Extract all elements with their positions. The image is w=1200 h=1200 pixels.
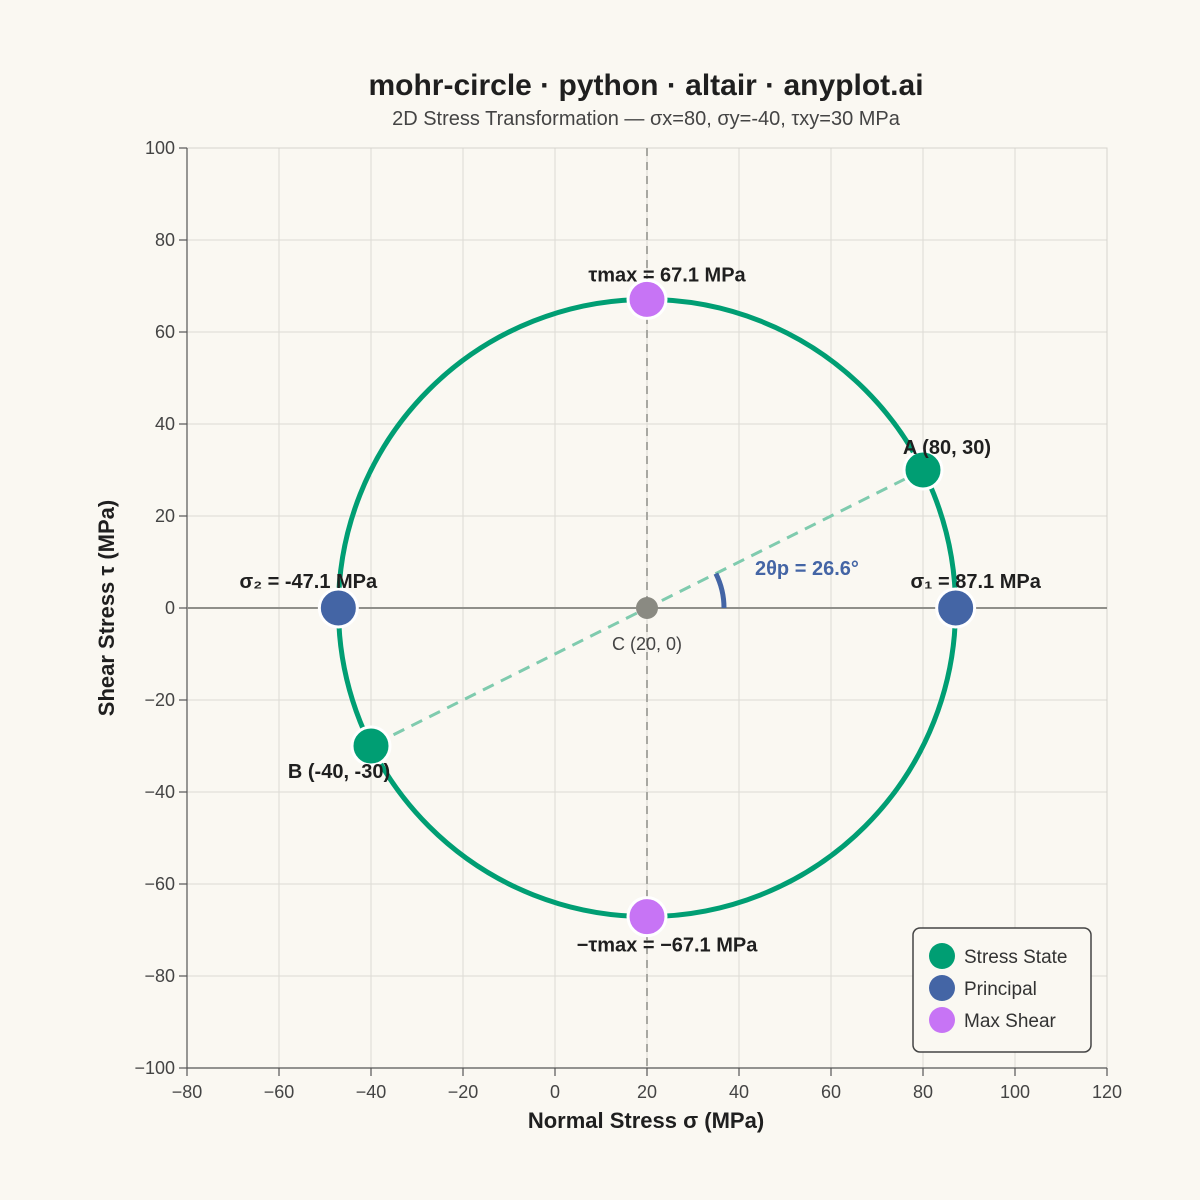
point-B [350, 725, 392, 767]
legend-label: Principal [964, 979, 1037, 1000]
x-tick-label: −20 [448, 1082, 479, 1102]
point-label-sigma2: σ₂ = -47.1 MPa [240, 571, 379, 593]
point-A [902, 449, 944, 491]
y-tick-label: 60 [155, 322, 175, 342]
x-tick-label: −60 [264, 1082, 295, 1102]
y-tick-label: −20 [144, 690, 175, 710]
x-tick-label: 100 [1000, 1082, 1030, 1102]
x-tick-label: −40 [356, 1082, 387, 1102]
x-tick-label: 80 [913, 1082, 933, 1102]
y-tick-label: −80 [144, 966, 175, 986]
axes: −80 −60 −40 −20 0 20 40 60 80 100 120 −100 −80 −60 −40… [134, 138, 1122, 1102]
y-tick-label: 0 [165, 598, 175, 618]
point-sigma2 [317, 587, 359, 629]
y-tick-label: 20 [155, 506, 175, 526]
y-tick-label: 80 [155, 230, 175, 250]
x-tick-label: 0 [550, 1082, 560, 1102]
point-tau-max [626, 278, 668, 320]
point-label-tau-max: τmax = 67.1 MPa [588, 264, 746, 286]
chart-title: mohr-circle · python · altair · anyplot.… [368, 69, 923, 102]
y-tick-label: 100 [145, 138, 175, 158]
x-tick-label: 120 [1092, 1082, 1122, 1102]
legend-swatch [929, 1007, 955, 1033]
x-tick-label: 40 [729, 1082, 749, 1102]
point-sigma1 [935, 587, 977, 629]
point-label-B: B (-40, -30) [288, 761, 390, 783]
x-axis-title: Normal Stress σ (MPa) [528, 1108, 764, 1133]
legend-swatch [929, 975, 955, 1001]
point-label-sigma1: σ₁ = 87.1 MPa [910, 571, 1041, 593]
point-label-tau-min: −τmax = −67.1 MPa [577, 935, 759, 957]
x-tick-label: 20 [637, 1082, 657, 1102]
y-axis-title: Shear Stress τ (MPa) [94, 500, 119, 716]
legend-label: Stress State [964, 947, 1068, 968]
y-tick-label: −60 [144, 874, 175, 894]
x-tick-label: 60 [821, 1082, 841, 1102]
point-tau-min [626, 896, 668, 938]
legend-box [912, 927, 1092, 1053]
point-label-A: A (80, 30) [903, 437, 991, 459]
angle-arc [713, 572, 727, 609]
y-tick-label: −100 [134, 1058, 175, 1078]
legend-swatch [929, 943, 955, 969]
angle-label: 2θp = 26.6° [755, 558, 859, 580]
legend-label: Max Shear [964, 1011, 1057, 1032]
data-marks [317, 278, 977, 938]
center-point [636, 597, 658, 619]
y-tick-label: 40 [155, 414, 175, 434]
legend: Stress State Principal Max Shear [912, 927, 1092, 1053]
y-tick-label: −40 [144, 782, 175, 802]
center-point-label: C (20, 0) [612, 634, 682, 654]
point-labels: 2θp = 26.6° C (20, 0) A (80, 30) B (-40, -3… [240, 264, 1042, 956]
x-tick-label: −80 [172, 1082, 203, 1102]
chart-subtitle: 2D Stress Transformation — σx=80, σy=-40… [392, 108, 901, 130]
